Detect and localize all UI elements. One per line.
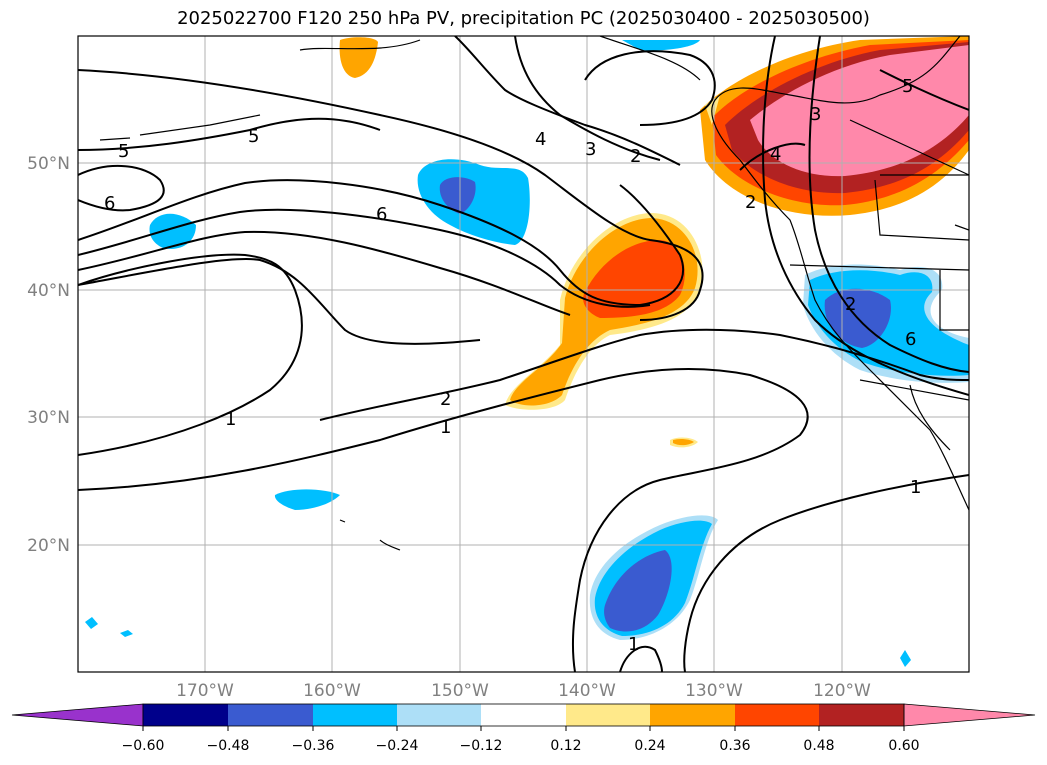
colorbar-extend-right: [903, 703, 1036, 727]
figure-title: 2025022700 F120 250 hPa PV, precipitatio…: [177, 8, 870, 29]
colorbar-tick-label: −0.36: [292, 738, 335, 754]
colorbar-tick-label: 0.36: [719, 738, 750, 754]
lon-label: 170°W: [176, 681, 234, 701]
colorbar-ticks: [142, 726, 905, 731]
lon-labels: 170°W 160°W 150°W 140°W 130°W 120°W: [176, 681, 871, 701]
contour-label: 1: [440, 417, 451, 438]
contour-label: 5: [248, 126, 259, 147]
colorbar-swatch: [566, 704, 650, 726]
lon-label: 120°W: [813, 681, 871, 701]
lat-label: 50°N: [27, 154, 70, 174]
map-area: 5 5 6 6 4 3 2 2 1 1 1 1 2 6 4 2 3 5: [78, 36, 969, 672]
colorbar-tick-label: 0.48: [803, 738, 834, 754]
colorbar-tick-label: 0.60: [888, 738, 919, 754]
contour-label: 2: [630, 146, 641, 167]
gridlines: [78, 36, 969, 672]
lat-labels: 50°N 40°N 30°N 20°N: [27, 154, 70, 556]
lon-label: 130°W: [685, 681, 743, 701]
contour-label: 2: [440, 389, 451, 410]
colorbar-tick-label: 0.24: [634, 738, 665, 754]
colorbar-swatch: [313, 704, 397, 726]
colorbar-swatch: [143, 704, 228, 726]
colorbar: −0.60 −0.48 −0.36 −0.24 −0.12 0.12 0.24 …: [11, 703, 1036, 754]
colorbar-swatch: [735, 704, 819, 726]
colorbar-tick-label: −0.60: [122, 738, 165, 754]
lon-label: 140°W: [558, 681, 616, 701]
coastlines: [99, 36, 969, 551]
map-frame: [77, 35, 970, 673]
lat-label: 30°N: [27, 408, 70, 428]
contour-label: 2: [845, 294, 856, 315]
colorbar-tick-label: 0.12: [550, 738, 581, 754]
contour-label: 1: [628, 634, 639, 655]
colorbar-swatch: [481, 704, 566, 726]
contour-label: 4: [535, 129, 546, 150]
colorbar-tick-label: −0.48: [207, 738, 250, 754]
contour-label: 5: [902, 76, 913, 97]
colorbar-swatch: [819, 704, 904, 726]
lat-label: 20°N: [27, 536, 70, 556]
colorbar-tick-label: −0.24: [376, 738, 419, 754]
colorbar-swatch: [228, 704, 313, 726]
contour-labels: 5 5 6 6 4 3 2 2 1 1 1 1 2 6 4 2 3 5: [104, 76, 921, 655]
contour-label: 6: [905, 329, 916, 350]
contour-label: 4: [770, 144, 781, 165]
colorbar-tick-label: −0.12: [460, 738, 503, 754]
lon-label: 160°W: [303, 681, 361, 701]
contour-label: 3: [585, 139, 596, 160]
contour-label: 6: [376, 204, 387, 225]
lat-label: 40°N: [27, 281, 70, 301]
contour-label: 5: [118, 141, 129, 162]
colorbar-extend-left: [11, 703, 144, 727]
contour-label: 1: [225, 409, 236, 430]
contour-label: 6: [104, 193, 115, 214]
pv-contours: [78, 36, 969, 672]
lon-label: 150°W: [431, 681, 489, 701]
contour-label: 2: [745, 192, 756, 213]
contour-label: 1: [910, 477, 921, 498]
colorbar-swatch: [397, 704, 481, 726]
colorbar-swatch: [650, 704, 735, 726]
contour-label: 3: [810, 104, 821, 125]
